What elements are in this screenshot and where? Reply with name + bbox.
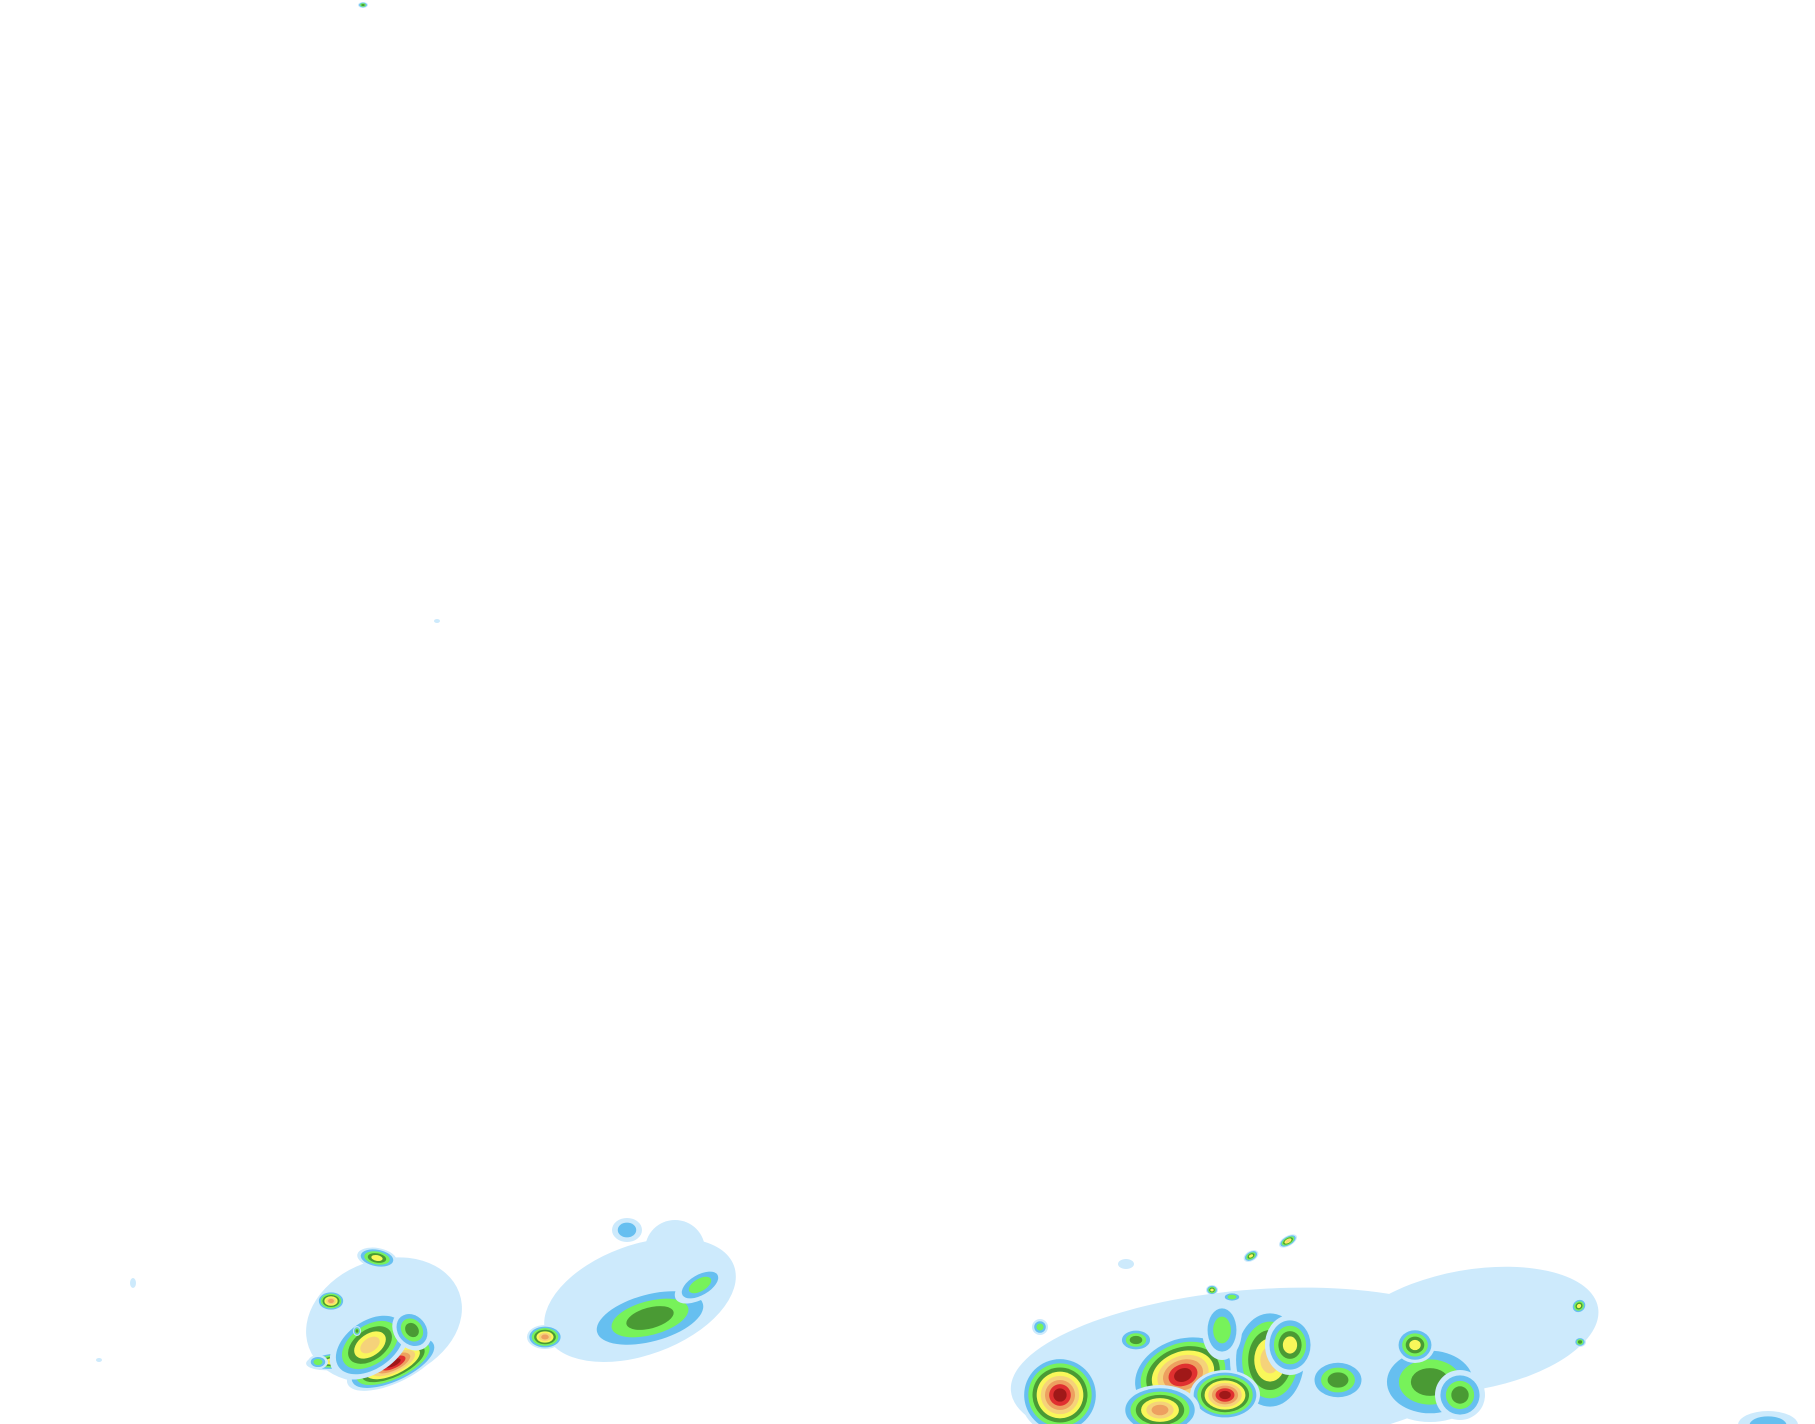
- intensity-band-6: [541, 1334, 549, 1340]
- intensity-band-4: [1210, 1288, 1214, 1292]
- precipitation-cell: [1190, 1370, 1260, 1420]
- precipitation-cell: [1738, 1411, 1798, 1424]
- precipitation-cell: [308, 1355, 328, 1369]
- intensity-band-0: [1118, 1259, 1134, 1269]
- precipitation-cell: [645, 1220, 705, 1280]
- precipitation-cell: [612, 1218, 642, 1242]
- intensity-band-2: [688, 1276, 712, 1294]
- precipitation-cell: [674, 1266, 726, 1304]
- intensity-band-0: [130, 1278, 136, 1288]
- precipitation-cell: [1265, 1315, 1315, 1375]
- precipitation-cell: [1118, 1259, 1134, 1269]
- intensity-band-8: [1053, 1388, 1067, 1402]
- precipitation-cell: [96, 1358, 102, 1362]
- precipitation-cell: [353, 1326, 361, 1336]
- intensity-band-4: [1248, 1254, 1254, 1258]
- intensity-band-6: [328, 1298, 334, 1304]
- intensity-band-0: [96, 1358, 102, 1362]
- precipitation-cell: [1308, 1358, 1368, 1402]
- intensity-band-6: [1151, 1404, 1169, 1416]
- intensity-band-1: [617, 1222, 637, 1238]
- intensity-band-2: [313, 1358, 323, 1366]
- intensity-band-3: [405, 1322, 419, 1338]
- intensity-band-3: [355, 1329, 359, 1333]
- intensity-band-5: [360, 1336, 380, 1354]
- precipitation-cell: [1118, 1328, 1154, 1352]
- intensity-band-2: [1036, 1323, 1044, 1331]
- precipitation-cell: [1243, 1250, 1259, 1262]
- intensity-band-3: [626, 1306, 674, 1330]
- precipitation-cell: [1395, 1327, 1435, 1363]
- precipitation-cell: [1435, 1370, 1485, 1420]
- intensity-band-4: [1576, 1303, 1582, 1309]
- intensity-band-8: [1219, 1390, 1231, 1400]
- precipitation-cell: [358, 2, 368, 8]
- intensity-band-2: [1213, 1316, 1231, 1344]
- intensity-band-3: [1327, 1372, 1349, 1388]
- intensity-band-0: [434, 619, 440, 623]
- precipitation-cell: [1202, 1300, 1242, 1360]
- precipitation-cell: [357, 1247, 397, 1269]
- precipitation-cell: [1032, 1319, 1048, 1335]
- precipitation-cell: [1574, 1337, 1586, 1347]
- intensity-band-4: [1282, 1336, 1298, 1354]
- intensity-band-1: [1749, 1416, 1787, 1424]
- precipitation-cell: [1571, 1298, 1587, 1314]
- intensity-band-2: [1227, 1294, 1237, 1300]
- intensity-band-3: [361, 3, 365, 7]
- intensity-band-4: [1409, 1339, 1421, 1351]
- intensity-band-3: [1129, 1335, 1143, 1345]
- precipitation-cell: [1278, 1234, 1298, 1248]
- precipitation-cell: [130, 1278, 136, 1288]
- precipitation-cell: [392, 1309, 432, 1351]
- precipitation-cell: [434, 619, 440, 623]
- intensity-band-3: [1451, 1386, 1469, 1404]
- intensity-band-0: [645, 1220, 705, 1280]
- intensity-band-8: [1174, 1367, 1192, 1383]
- precipitation-cell: [1222, 1292, 1242, 1302]
- precipitation-cell: [1020, 1355, 1100, 1424]
- intensity-band-3: [1577, 1340, 1583, 1344]
- precipitation-cell: [1206, 1285, 1218, 1295]
- precipitation-cell: [1120, 1385, 1200, 1424]
- precipitation-cell: [527, 1325, 563, 1349]
- precipitation-cell: [317, 1291, 345, 1311]
- intensity-band-5: [1285, 1239, 1291, 1243]
- intensity-band-4: [371, 1255, 383, 1261]
